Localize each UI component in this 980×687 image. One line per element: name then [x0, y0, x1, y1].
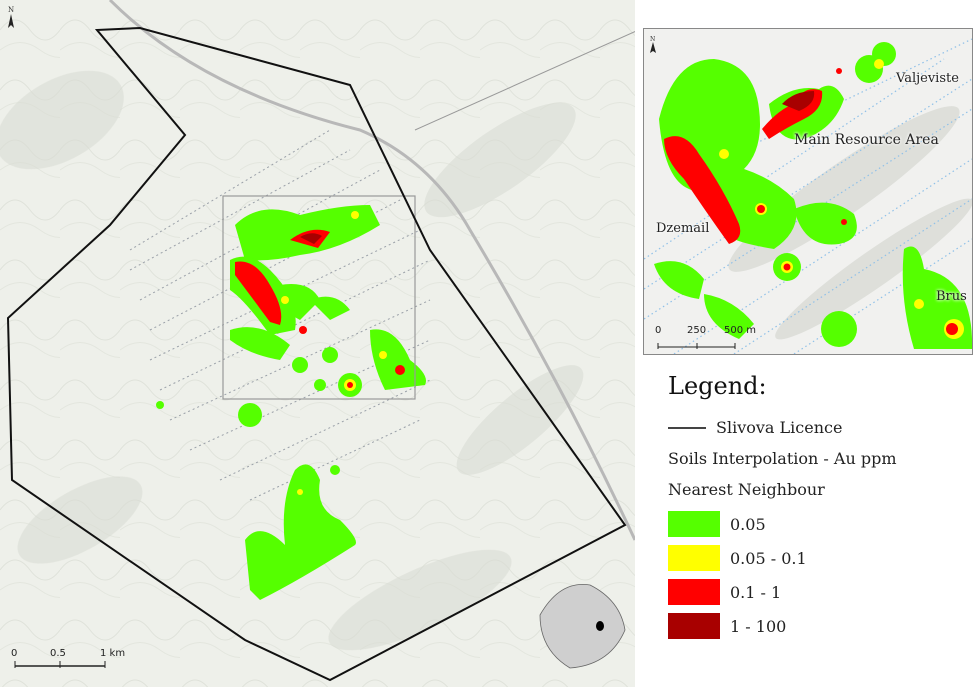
scale-tick: 0 [11, 648, 18, 659]
place-label-dzemail: Dzemail [656, 221, 710, 236]
legend-item: 0.1 - 1 [668, 579, 978, 605]
legend: Legend: Slivova Licence Soils Interpolat… [668, 372, 978, 639]
legend-label: Slivova Licence [716, 418, 843, 437]
scale-tick: 1 km [100, 648, 126, 659]
legend-title: Legend: [668, 372, 767, 400]
map-scale-bar [14, 661, 106, 668]
inset-scale-tick: 500 m [724, 325, 757, 336]
legend-swatch [668, 613, 720, 639]
place-label-valjeviste: Valjeviste [896, 71, 959, 86]
legend-item: 0.05 [668, 511, 978, 537]
inset-scale-tick: 0 [655, 325, 662, 336]
legend-swatch [668, 545, 720, 571]
legend-swatch [668, 511, 720, 537]
north-arrow: N [8, 6, 14, 28]
inset-scale-tick: 250 [687, 325, 707, 336]
terrain-shading [0, 70, 584, 651]
licence-line-symbol [668, 426, 706, 429]
svg-text:N: N [650, 36, 655, 43]
kosovo-locator-map [539, 583, 626, 669]
inset-north-arrow: N [650, 36, 656, 53]
place-label-brus: Brus [936, 289, 967, 304]
legend-subtitle: Nearest Neighbour [668, 480, 825, 499]
legend-item: 0.05 - 0.1 [668, 545, 978, 571]
legend-item: 1 - 100 [668, 613, 978, 639]
legend-label: 1 - 100 [730, 616, 787, 636]
legend-label: 0.1 - 1 [730, 582, 782, 602]
inset-au-anomalies [654, 42, 972, 349]
svg-text:N: N [8, 6, 14, 14]
main-map: N [0, 0, 635, 687]
legend-swatch [668, 579, 720, 605]
inset-leader-line [414, 31, 635, 131]
place-label-main-resource-area: Main Resource Area [794, 132, 939, 148]
legend-label: 0.05 [730, 514, 766, 534]
legend-item-licence: Slivova Licence [668, 418, 978, 437]
inset-scale-bar [657, 343, 736, 349]
au-anomalies [156, 205, 426, 600]
slivova-licence-boundary [6, 26, 627, 682]
inset-extent-box [222, 195, 416, 400]
road [108, 0, 635, 541]
legend-subtitle: Soils Interpolation - Au ppm [668, 449, 897, 468]
legend-label: 0.05 - 0.1 [730, 548, 807, 568]
inset-map: N Valjeviste Main Resource Area Dzemail … [643, 28, 973, 355]
scale-tick: 0.5 [50, 648, 66, 659]
